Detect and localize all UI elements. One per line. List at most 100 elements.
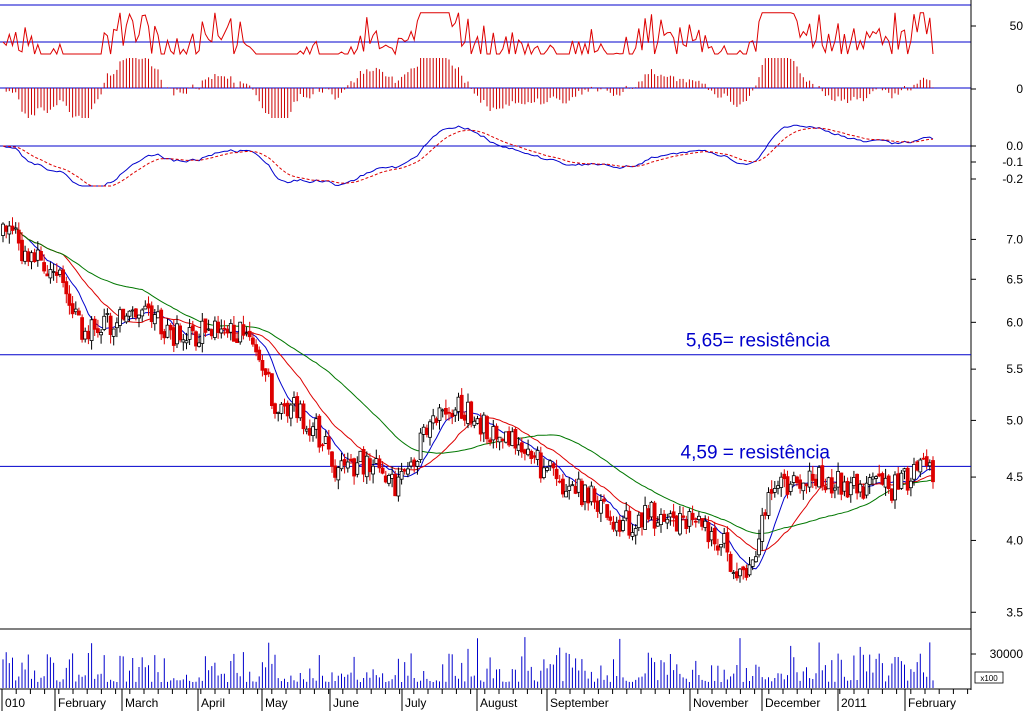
candle-body bbox=[304, 428, 309, 432]
candlestick bbox=[273, 402, 277, 419]
price-tick-label: 5.0 bbox=[1006, 413, 1023, 427]
candle-body bbox=[481, 414, 486, 434]
candle-body bbox=[545, 467, 549, 471]
candlestick bbox=[16, 222, 21, 251]
candle-body bbox=[504, 431, 508, 443]
candlestick bbox=[602, 494, 606, 504]
candle-body bbox=[317, 415, 322, 448]
candle-body bbox=[621, 520, 625, 531]
candlestick bbox=[545, 465, 549, 473]
candlestick bbox=[330, 451, 334, 473]
candle-body bbox=[383, 475, 388, 483]
candle-body bbox=[905, 467, 910, 491]
candle-body bbox=[108, 315, 113, 336]
candle-body bbox=[646, 508, 651, 520]
candlestick bbox=[504, 431, 508, 444]
candle-body bbox=[747, 564, 752, 576]
candle-body bbox=[140, 309, 145, 317]
candle-body bbox=[785, 476, 790, 495]
candle-body bbox=[782, 473, 787, 480]
candle-body bbox=[1, 223, 5, 236]
candle-body bbox=[260, 359, 265, 371]
candle-body bbox=[269, 373, 274, 407]
candlestick bbox=[690, 505, 695, 526]
x-tick-label: April bbox=[201, 696, 225, 710]
candle-body bbox=[874, 476, 878, 479]
candle-body bbox=[665, 518, 670, 524]
candle-body bbox=[776, 485, 780, 489]
candle-body bbox=[285, 402, 290, 417]
candlestick bbox=[681, 506, 685, 520]
candle-body bbox=[124, 315, 129, 323]
candlestick bbox=[203, 318, 208, 337]
candle-body bbox=[440, 409, 445, 412]
candle-body bbox=[80, 317, 84, 340]
candle-body bbox=[662, 513, 666, 522]
candle-body bbox=[20, 239, 24, 262]
x-tick-label: 010 bbox=[5, 696, 25, 710]
candlestick bbox=[567, 477, 572, 500]
candle-body bbox=[206, 328, 211, 331]
candle-body bbox=[4, 225, 9, 232]
candle-body bbox=[390, 473, 395, 479]
price-tick-label: 3.5 bbox=[1006, 605, 1023, 619]
candle-body bbox=[491, 426, 496, 441]
candlestick bbox=[187, 318, 192, 345]
candle-body bbox=[418, 432, 423, 461]
candlestick bbox=[184, 332, 189, 350]
candle-body bbox=[652, 502, 657, 529]
candle-body bbox=[668, 513, 673, 518]
x-tick-label: August bbox=[480, 696, 518, 710]
candle-body bbox=[263, 368, 268, 376]
candle-body bbox=[494, 425, 499, 440]
candle-body bbox=[589, 485, 594, 503]
candle-body bbox=[459, 394, 464, 419]
candle-body bbox=[146, 303, 151, 309]
candle-body bbox=[345, 461, 350, 469]
candlestick bbox=[393, 470, 398, 497]
volume-unit-box bbox=[974, 671, 1004, 684]
candle-body bbox=[336, 467, 341, 481]
candle-body bbox=[364, 455, 369, 478]
candle-body bbox=[219, 328, 224, 334]
candlestick bbox=[757, 529, 761, 558]
candlestick bbox=[355, 456, 360, 478]
candle-body bbox=[171, 327, 176, 346]
candle-body bbox=[497, 436, 502, 443]
candle-body bbox=[190, 325, 195, 332]
candle-body bbox=[548, 460, 553, 467]
candlestick bbox=[750, 559, 755, 571]
candle-body bbox=[529, 450, 534, 459]
candle-body bbox=[254, 344, 259, 353]
candle-body bbox=[864, 482, 869, 496]
candlestick bbox=[931, 456, 935, 489]
candle-body bbox=[513, 428, 518, 449]
candle-body bbox=[795, 476, 799, 484]
candle-body bbox=[617, 519, 622, 532]
candlestick bbox=[320, 443, 325, 452]
candle-body bbox=[820, 465, 825, 487]
candlestick bbox=[317, 414, 322, 453]
candlestick bbox=[241, 315, 246, 340]
candle-body bbox=[241, 324, 246, 336]
candle-body bbox=[576, 478, 581, 493]
candle-body bbox=[557, 480, 562, 483]
candle-body bbox=[447, 411, 451, 414]
candlestick bbox=[42, 254, 46, 274]
x-tick-label: June bbox=[333, 696, 359, 710]
candle-body bbox=[212, 320, 217, 338]
candle-body bbox=[918, 459, 923, 473]
candle-body bbox=[431, 415, 436, 424]
candle-body bbox=[35, 249, 40, 261]
macd-tick-label: -0.1 bbox=[1002, 155, 1023, 169]
candlestick bbox=[529, 449, 534, 465]
candle-body bbox=[826, 477, 831, 490]
candle-body bbox=[519, 442, 524, 453]
candlestick bbox=[140, 308, 145, 322]
candlestick bbox=[124, 313, 129, 324]
candlestick bbox=[377, 455, 382, 473]
candlestick bbox=[738, 568, 742, 583]
candle-body bbox=[921, 457, 926, 460]
candlestick bbox=[263, 368, 268, 382]
candle-body bbox=[754, 556, 758, 563]
